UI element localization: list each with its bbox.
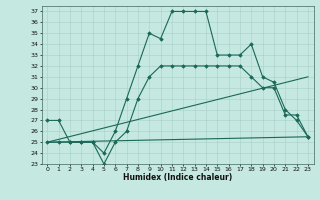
X-axis label: Humidex (Indice chaleur): Humidex (Indice chaleur) [123,173,232,182]
